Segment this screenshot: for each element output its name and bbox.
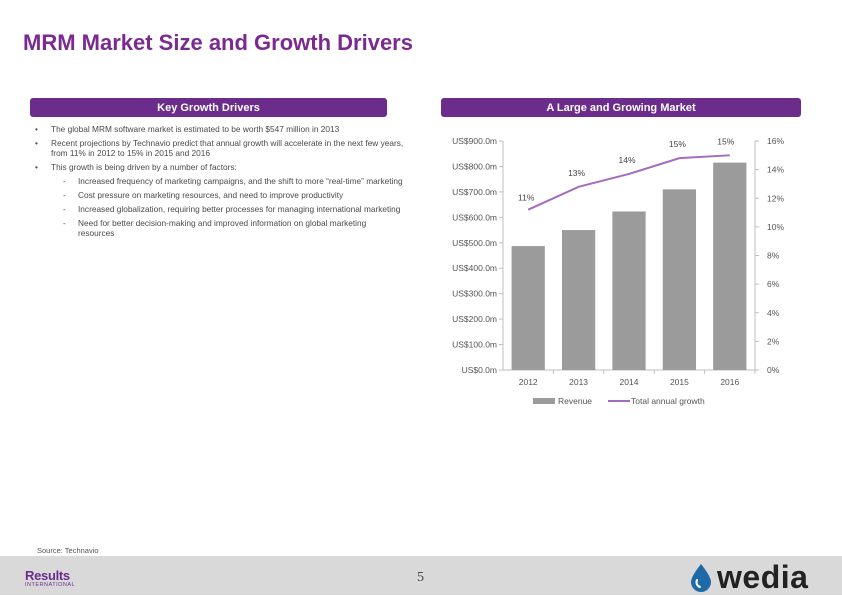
- growth-drivers-list: The global MRM software market is estima…: [34, 124, 404, 242]
- growth-data-label: 15%: [717, 136, 734, 146]
- revenue-bar: [612, 211, 646, 370]
- left-tick-label: US$0.0m: [462, 365, 497, 375]
- left-tick-label: US$200.0m: [452, 314, 497, 324]
- right-tick-label: 6%: [767, 279, 780, 289]
- left-tick-label: US$100.0m: [452, 340, 497, 350]
- right-tick-label: 12%: [767, 193, 784, 203]
- right-tick-label: 10%: [767, 222, 784, 232]
- x-tick-label: 2013: [569, 377, 588, 387]
- left-tick-label: US$400.0m: [452, 263, 497, 273]
- left-tick-label: US$300.0m: [452, 289, 497, 299]
- legend-revenue-label: Revenue: [558, 396, 592, 406]
- x-tick-label: 2016: [720, 377, 739, 387]
- bullet-factors-intro: This growth is being driven by a number …: [34, 162, 404, 172]
- right-tick-label: 4%: [767, 308, 780, 318]
- market-chart-header: A Large and Growing Market: [441, 98, 801, 117]
- growth-data-label: 13%: [568, 168, 585, 178]
- right-tick-label: 16%: [767, 136, 784, 146]
- page-title: MRM Market Size and Growth Drivers: [23, 30, 413, 55]
- revenue-bar: [713, 162, 747, 370]
- left-tick-label: US$800.0m: [452, 161, 497, 171]
- left-tick-label: US$900.0m: [452, 136, 497, 146]
- results-logo-subtitle: INTERNATIONAL: [25, 582, 76, 588]
- left-tick-label: US$500.0m: [452, 238, 497, 248]
- bullet-growth-projection: Recent projections by Technavio predict …: [34, 138, 404, 158]
- water-drop-icon: [691, 564, 711, 592]
- growth-data-label: 14%: [618, 155, 635, 165]
- source-note: Source: Technavio: [37, 546, 99, 555]
- sub-bullet-globalization: Increased globalization, requiring bette…: [34, 204, 404, 214]
- wedia-wordmark: wedia: [717, 558, 809, 595]
- x-tick-label: 2014: [620, 377, 639, 387]
- legend-revenue-swatch: [533, 398, 555, 404]
- revenue-bar: [511, 246, 545, 370]
- key-growth-drivers-header: Key Growth Drivers: [30, 98, 387, 117]
- right-tick-label: 2%: [767, 336, 780, 346]
- growth-data-label: 15%: [669, 139, 686, 149]
- sub-bullet-cost-pressure: Cost pressure on marketing resources, an…: [34, 190, 404, 200]
- sub-bullet-decision-making: Need for better decision-making and impr…: [34, 218, 404, 238]
- growth-line: [527, 154, 730, 211]
- growth-data-label: 11%: [518, 193, 535, 203]
- right-tick-label: 0%: [767, 365, 780, 375]
- bullet-market-size: The global MRM software market is estima…: [34, 124, 404, 134]
- x-tick-label: 2012: [519, 377, 538, 387]
- left-tick-label: US$600.0m: [452, 212, 497, 222]
- x-tick-label: 2015: [670, 377, 689, 387]
- footer: Results INTERNATIONAL 5 wedia: [0, 556, 842, 595]
- legend-growth-label: Total annual growth: [631, 396, 705, 406]
- revenue-bar: [662, 189, 697, 370]
- results-logo: Results: [25, 568, 70, 583]
- right-tick-label: 8%: [767, 251, 780, 261]
- right-tick-label: 14%: [767, 165, 784, 175]
- page-number: 5: [417, 570, 424, 585]
- revenue-bar: [561, 230, 596, 370]
- left-tick-label: US$700.0m: [452, 187, 497, 197]
- wedia-logo: wedia: [688, 559, 808, 595]
- market-size-chart: US$0.0m US$100.0m US$200.0m US$300.0m US$400…: [452, 136, 784, 406]
- sub-bullet-campaign-frequency: Increased frequency of marketing campaig…: [34, 176, 404, 186]
